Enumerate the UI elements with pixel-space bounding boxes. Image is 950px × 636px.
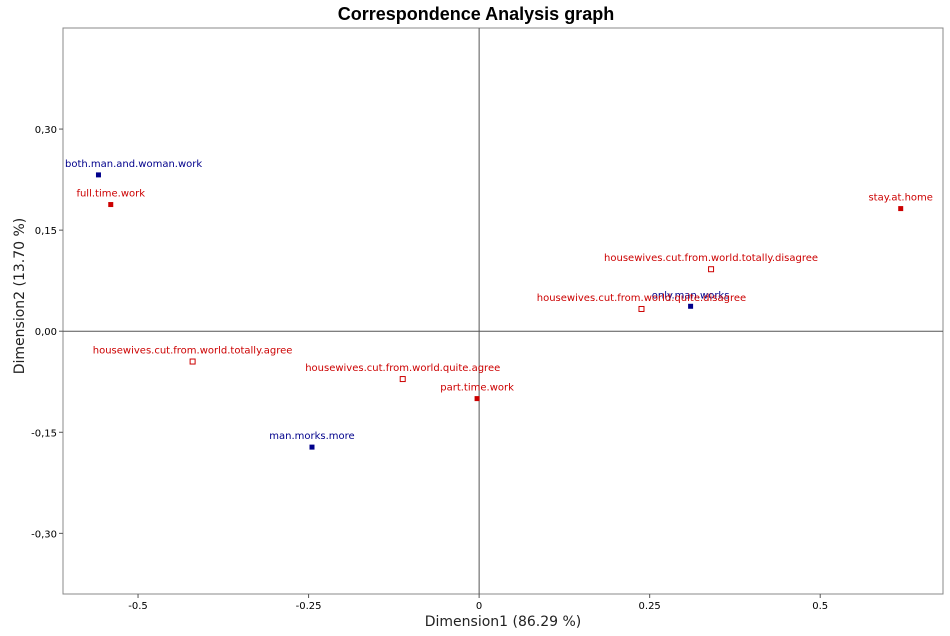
point-group: housewives.cut.from.world.totally.agree	[93, 346, 293, 365]
y-axis-title: Dimension2 (13.70 %)	[12, 218, 28, 375]
point-label: housewives.cut.from.world.totally.agree	[93, 346, 293, 357]
point-label: both.man.and.woman.work	[65, 159, 202, 170]
point-label: man.morks.more	[269, 431, 354, 442]
x-tick-label: 0.25	[639, 601, 661, 612]
x-axis-ticks: -0.5 -0.25 0 0.25 0.5	[128, 594, 828, 612]
point-label: only.man.works	[652, 290, 730, 301]
point-label: stay.at.home	[868, 193, 933, 204]
x-axis-title: Dimension1 (86.29 %)	[425, 614, 582, 630]
point-marker-hollow	[638, 305, 645, 312]
y-tick-label: 0,00	[35, 327, 57, 338]
point-group: only.man.works	[652, 290, 730, 309]
point-group: housewives.cut.from.world.quite.disagree	[537, 293, 746, 312]
plot-area	[62, 27, 944, 595]
point-label: housewives.cut.from.world.quite.disagree	[537, 293, 746, 304]
point-group: stay.at.home	[868, 193, 933, 212]
x-tick-label: 0.5	[812, 601, 828, 612]
point-group: part.time.work	[440, 383, 514, 402]
y-tick-label: 0,30	[35, 125, 57, 136]
point-label: full.time.work	[76, 189, 145, 200]
point-group: man.morks.more	[269, 431, 355, 450]
point-label: housewives.cut.from.world.quite.agree	[305, 363, 500, 374]
point-marker	[95, 172, 101, 178]
x-tick-label: -0.5	[128, 601, 148, 612]
point-group: full.time.work	[76, 189, 145, 208]
y-tick-label: -0,30	[31, 529, 57, 540]
point-group: both.man.and.woman.work	[65, 159, 202, 178]
point-marker	[474, 396, 480, 402]
data-points: both.man.and.woman.work full.time.work sta…	[65, 159, 933, 450]
y-tick-label: -0,15	[31, 428, 57, 439]
point-marker-hollow	[708, 266, 715, 273]
point-label: part.time.work	[440, 383, 514, 394]
x-tick-label: -0.25	[296, 601, 322, 612]
point-marker	[108, 202, 114, 208]
point-marker-hollow	[399, 376, 406, 383]
point-marker	[688, 303, 694, 309]
point-label: housewives.cut.from.world.totally.disagr…	[604, 253, 818, 264]
y-tick-label: 0,15	[35, 226, 57, 237]
point-marker	[898, 206, 904, 212]
reference-lines	[63, 28, 943, 594]
point-marker-hollow	[189, 358, 196, 365]
chart-title: Correspondence Analysis graph	[338, 4, 614, 24]
y-axis-ticks: 0,30 0,15 0,00 -0,15 -0,30	[31, 125, 63, 540]
point-marker	[309, 444, 315, 450]
point-group: housewives.cut.from.world.quite.agree	[305, 363, 500, 383]
x-tick-label: 0	[476, 601, 482, 612]
point-group: housewives.cut.from.world.totally.disagr…	[604, 253, 818, 273]
